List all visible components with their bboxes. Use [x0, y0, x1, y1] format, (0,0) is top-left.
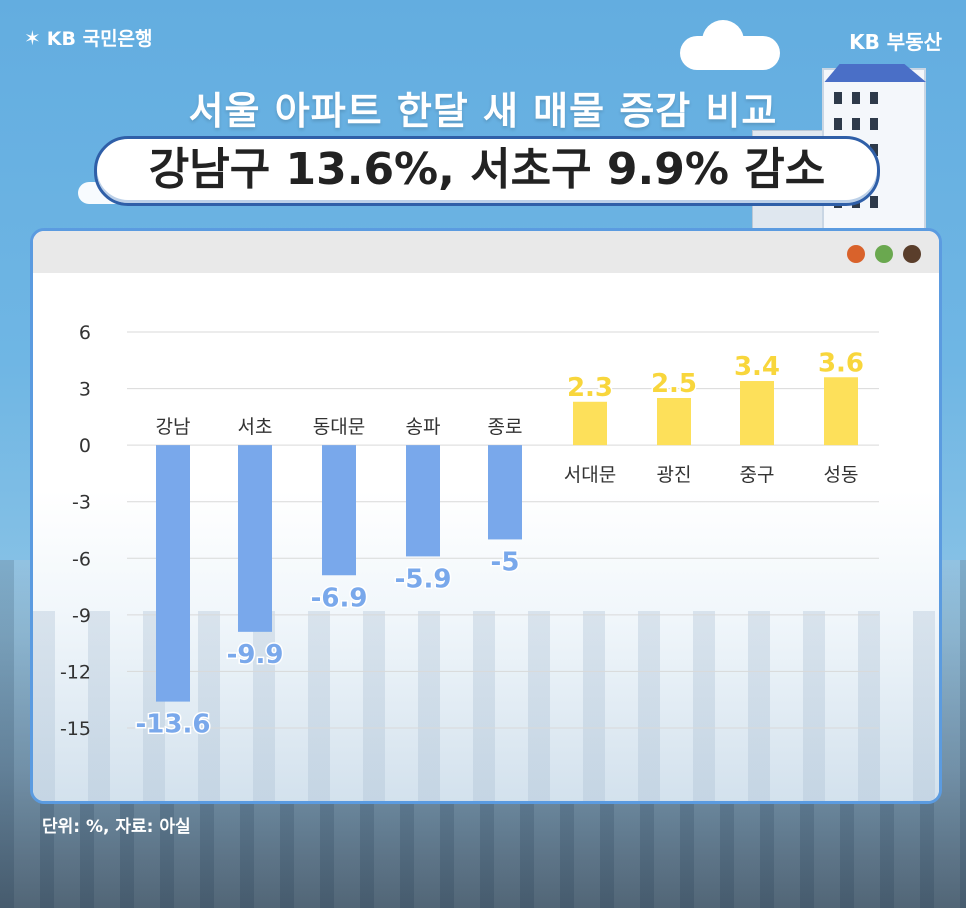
y-tick-label: 3: [79, 379, 91, 401]
source-note: 단위: %, 자료: 아실: [42, 817, 191, 837]
x-category-label: 성동: [824, 464, 859, 486]
bar: [406, 445, 440, 557]
x-category-label: 서대문: [564, 464, 616, 486]
bar: [824, 377, 858, 446]
bar: [657, 398, 691, 446]
building-window: [870, 196, 878, 208]
bar: [156, 445, 190, 702]
y-tick-label: -9: [72, 605, 91, 627]
bar: [488, 445, 522, 540]
window-titlebar: [33, 231, 939, 273]
bar: [573, 401, 607, 446]
data-label: 2.3: [567, 373, 613, 403]
bar-chart: 6 3 0 -3 -6 -9 -12 -15 강남 -13.6 서초 -9.9 동대문 -6.9 송파 -5.…: [60, 322, 879, 741]
y-tick-label: -15: [60, 718, 91, 740]
window-dot-orange: [847, 245, 865, 263]
data-label: -13.6: [136, 710, 211, 740]
bar: [238, 445, 272, 632]
building-window: [852, 118, 860, 130]
kb-star-icon: ✶: [24, 25, 41, 50]
headline-subtitle: 강남구 13.6%, 서초구 9.9% 감소: [94, 136, 880, 206]
y-tick-label: 6: [79, 322, 91, 344]
cloud-icon: [680, 20, 780, 70]
y-tick-label: -3: [72, 492, 91, 514]
x-category-label: 종로: [488, 416, 523, 438]
x-category-label: 강남: [156, 416, 191, 438]
kb-kookmin-logo: ✶ KB 국민은행: [24, 24, 153, 51]
x-category-label: 송파: [406, 416, 441, 438]
headline-title: 서울 아파트 한달 새 매물 증감 비교: [188, 89, 778, 133]
data-label: 2.5: [651, 369, 697, 399]
data-label: 3.4: [734, 352, 780, 382]
bar: [322, 445, 356, 576]
data-label: -5: [491, 547, 520, 577]
y-tick-label: -12: [60, 661, 91, 683]
data-label: 3.6: [818, 348, 864, 378]
window-dot-brown: [903, 245, 921, 263]
building-roof: [824, 64, 926, 82]
building-window: [870, 92, 878, 104]
x-category-label: 광진: [657, 464, 692, 486]
building-window: [834, 92, 842, 104]
x-category-label: 서초: [238, 416, 273, 438]
data-label: -9.9: [227, 640, 284, 670]
x-category-label: 중구: [740, 464, 775, 486]
top-bar: ✶ KB 국민은행 KB 부동산: [0, 0, 966, 60]
building-window: [852, 92, 860, 104]
x-category-label: 동대문: [313, 416, 365, 438]
y-tick-label: -6: [72, 548, 91, 570]
bar: [740, 381, 774, 446]
building-window: [834, 118, 842, 130]
data-label: -5.9: [395, 564, 452, 594]
building-window: [870, 118, 878, 130]
kb-realestate-logo: KB 부동산: [849, 30, 942, 54]
chart-window: 6 3 0 -3 -6 -9 -12 -15 강남 -13.6 서초 -9.9 동대문 -6.9 송파 -5.…: [30, 228, 942, 804]
kb-kookmin-logo-text: KB 국민은행: [46, 28, 153, 50]
data-label: -6.9: [311, 583, 368, 613]
window-dot-green: [875, 245, 893, 263]
y-tick-label: 0: [79, 435, 91, 457]
